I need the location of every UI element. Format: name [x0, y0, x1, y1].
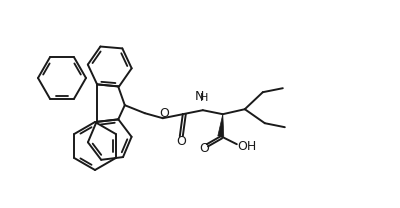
Text: OH: OH — [237, 140, 256, 153]
Text: O: O — [159, 107, 169, 120]
Text: H: H — [200, 93, 208, 103]
Text: O: O — [199, 142, 209, 155]
Text: N: N — [195, 90, 204, 103]
Polygon shape — [218, 114, 224, 136]
Text: O: O — [176, 135, 186, 148]
